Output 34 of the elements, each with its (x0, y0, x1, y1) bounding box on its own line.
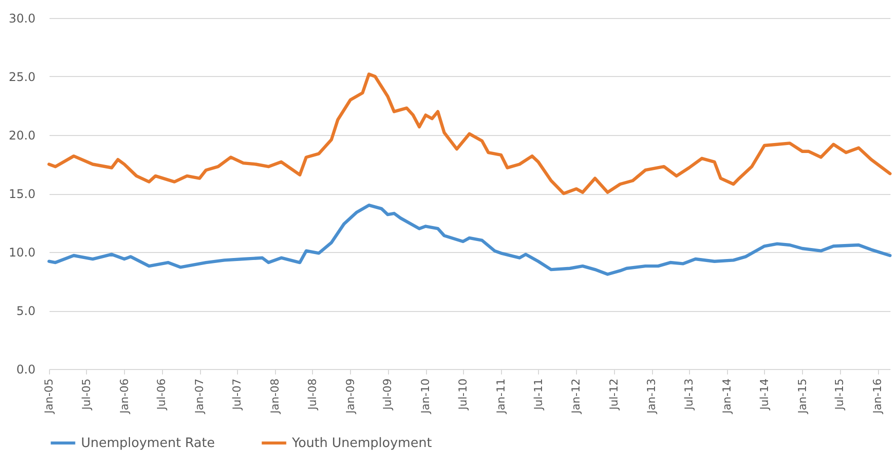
x-tick-label: Jul-09 (381, 378, 394, 411)
y-tick-label: 20.0 (8, 128, 36, 142)
x-tick-label: Jul-07 (230, 378, 244, 411)
x-tick-label: Jan-06 (118, 378, 131, 414)
x-tick-label: Jan-16 (871, 378, 884, 414)
x-tick-label: Jan-10 (419, 378, 432, 414)
y-tick-label: 15.0 (8, 187, 36, 201)
legend-label: Youth Unemployment (291, 436, 432, 451)
x-tick-label: Jan-11 (494, 378, 508, 414)
x-tick-label: Jan-09 (344, 378, 357, 414)
y-tick-label: 10.0 (8, 246, 36, 260)
x-tick-label: Jul-14 (758, 378, 771, 411)
y-tick-label: 0.0 (16, 362, 36, 376)
x-tick-label: Jul-12 (607, 378, 620, 411)
x-tick-label: Jul-10 (456, 378, 470, 411)
line-series (47, 204, 892, 276)
x-tick-label: Jan-08 (268, 378, 282, 414)
legend-label: Unemployment Rate (81, 436, 215, 451)
x-tick-label: Jul-06 (155, 378, 168, 411)
x-tick-label: Jan-15 (796, 378, 809, 414)
line-series (47, 72, 892, 196)
x-tick-label: Jan-14 (720, 378, 734, 414)
x-tick-label: Jul-05 (80, 378, 93, 411)
y-tick-label: 25.0 (8, 70, 36, 84)
x-tick-label: Jul-08 (306, 378, 319, 411)
x-tick-label: Jul-13 (682, 378, 696, 411)
x-tick-label: Jul-11 (532, 378, 545, 411)
x-tick-label: Jan-05 (42, 378, 56, 414)
x-tick-label: Jan-13 (645, 378, 658, 414)
y-tick-label: 30.0 (8, 12, 36, 26)
x-tick-label: Jan-07 (193, 378, 206, 414)
y-tick-label: 5.0 (16, 304, 36, 318)
x-tick-label: Jan-12 (570, 378, 583, 414)
x-tick-label: Jul-15 (833, 378, 846, 411)
